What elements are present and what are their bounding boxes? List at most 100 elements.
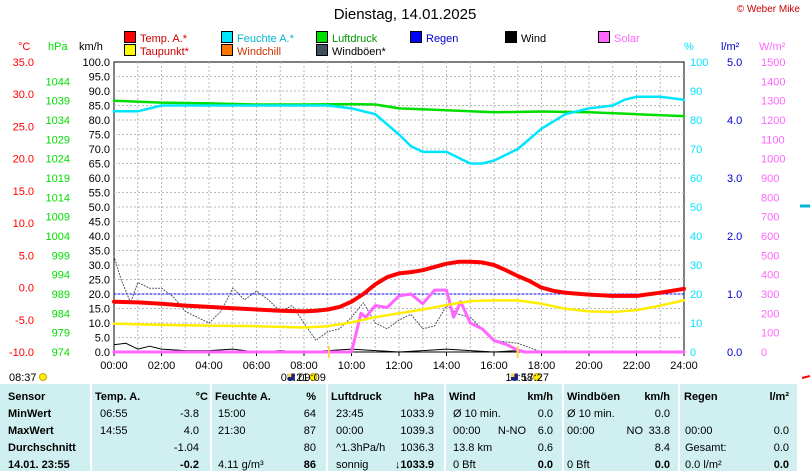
- legend-swatch: [124, 44, 136, 56]
- humidity-value: 80: [303, 442, 316, 454]
- table-column-bg: [564, 384, 678, 471]
- legend-item: Windchill: [221, 44, 281, 58]
- rain-axis-unit: l/m²: [721, 41, 740, 53]
- gust-time: Ø 10 min.: [567, 408, 615, 420]
- temp-time: 14:55: [100, 425, 128, 437]
- solar-axis-tick: 600: [761, 231, 779, 243]
- sunrise-icon: [309, 373, 318, 381]
- table-column-bg: [92, 384, 210, 471]
- solar-axis-tick: 1200: [761, 115, 785, 127]
- solar-axis-tick: 300: [761, 289, 779, 301]
- rain-axis-tick: 0.0: [727, 347, 742, 359]
- solar-axis-tick: 1500: [761, 57, 785, 69]
- wind-axis-tick: 30.0: [89, 260, 110, 272]
- table-column-bg: [212, 384, 326, 471]
- wind-axis-tick: 65.0: [89, 159, 110, 171]
- wind-value: 6.0: [537, 425, 553, 437]
- wind-axis-tick: 40.0: [89, 231, 110, 243]
- rain-axis-tick: 4.0: [727, 115, 742, 127]
- legend-label: Feuchte A.*: [237, 33, 294, 45]
- humidity-axis-tick: 30: [690, 260, 702, 272]
- sunset-icon: [532, 373, 541, 381]
- sunrise-axis-marker: [327, 346, 330, 358]
- humidity-time: 15:00: [218, 408, 246, 420]
- rain-value: 0.0: [773, 459, 789, 471]
- x-axis-tick: 16:00: [480, 360, 508, 372]
- wind-axis-tick: 100.0: [82, 57, 110, 69]
- pressure-axis-tick: 999: [52, 250, 70, 262]
- rain-value: 0.0: [773, 425, 789, 437]
- copyright-text[interactable]: © Weber Mike: [736, 4, 800, 15]
- temp-axis-tick: 5.0: [19, 250, 34, 262]
- legend-swatch: [316, 31, 328, 43]
- legend-swatch: [505, 31, 517, 43]
- solar-axis-tick: 1100: [761, 134, 785, 146]
- pressure-axis-tick: 1019: [46, 173, 70, 185]
- gust-value: 0.0: [654, 408, 670, 420]
- wind-time: Ø 10 min.: [453, 408, 501, 420]
- table-row-label: MinWert: [8, 408, 52, 420]
- temp-value: -3.8: [180, 408, 199, 420]
- x-axis-tick: 20:00: [575, 360, 603, 372]
- legend-label: Windböen*: [332, 46, 386, 58]
- rain-axis-tick: 1.0: [727, 289, 742, 301]
- wind-axis-tick: 5.0: [95, 333, 110, 345]
- x-axis-tick: 22:00: [623, 360, 651, 372]
- humidity-axis-tick: 70: [690, 144, 702, 156]
- x-axis-tick: 14:00: [433, 360, 461, 372]
- wind-axis-tick: 75.0: [89, 130, 110, 142]
- table-row-label: MaxWert: [8, 425, 54, 437]
- temp-axis-tick: 20.0: [13, 154, 34, 166]
- pressure-axis-tick: 989: [52, 289, 70, 301]
- humidity-axis-tick: 20: [690, 289, 702, 301]
- humidity-value: 87: [303, 425, 316, 437]
- rain-axis-tick: 2.0: [727, 231, 742, 243]
- series-windb-en: [113, 255, 685, 353]
- humidity-axis-tick: 90: [690, 86, 702, 98]
- x-axis-tick: 18:00: [528, 360, 556, 372]
- wind-axis-tick: 70.0: [89, 144, 110, 156]
- wind-axis-tick: 35.0: [89, 246, 110, 258]
- pressure-axis-tick: 1029: [46, 134, 70, 146]
- table-header: °C: [195, 391, 208, 403]
- legend-label: Luftdruck: [332, 33, 378, 45]
- wind-time: 0 Bft: [453, 459, 476, 471]
- rain-time: Gesamt:: [685, 442, 727, 454]
- temp-axis-tick: -10.0: [9, 347, 34, 359]
- pressure-value: 1039.3: [400, 425, 434, 437]
- temp-axis-tick: 25.0: [13, 121, 34, 133]
- legend-item: Luftdruck: [316, 31, 378, 45]
- pressure-axis-tick: 979: [52, 328, 70, 340]
- wind-axis-tick: 10.0: [89, 318, 110, 330]
- wind-axis-tick: 45.0: [89, 217, 110, 229]
- humidity-axis-tick: 10: [690, 318, 702, 330]
- humidity-time: 4.11 g/m³: [218, 459, 264, 471]
- humidity-axis-tick: 50: [690, 202, 702, 214]
- legend-swatch: [221, 31, 233, 43]
- table-header: Windböen: [567, 391, 621, 403]
- series-feuchte-a: [112, 95, 686, 165]
- solar-axis-tick: 500: [761, 250, 779, 262]
- wind-axis-tick: 55.0: [89, 188, 110, 200]
- legend-item: Windböen*: [316, 44, 386, 58]
- solar-axis-unit: W/m²: [759, 41, 786, 53]
- legend-swatch: [410, 31, 422, 43]
- pressure-value: 1036.3: [400, 442, 434, 454]
- solar-axis-tick: 400: [761, 270, 779, 282]
- table-header: km/h: [644, 391, 670, 403]
- gust-value: 8.4: [654, 442, 670, 454]
- table-header: l/m²: [769, 391, 789, 403]
- gust-time: 0 Bft: [567, 459, 590, 471]
- wind-axis-tick: 15.0: [89, 304, 110, 316]
- edge-marker-red: [801, 375, 810, 379]
- table-header: km/h: [527, 391, 553, 403]
- table-header: %: [306, 391, 316, 403]
- pressure-axis-tick: 1004: [46, 231, 70, 243]
- temp-value: -1.04: [173, 442, 199, 454]
- legend-swatch: [316, 44, 328, 56]
- temp-value: -0.2: [180, 459, 199, 471]
- x-axis-tick: 10:00: [338, 360, 366, 372]
- legend-item: Regen: [410, 31, 458, 45]
- wind-direction: N-NO: [497, 425, 526, 437]
- x-axis-tick: 00:00: [100, 360, 128, 372]
